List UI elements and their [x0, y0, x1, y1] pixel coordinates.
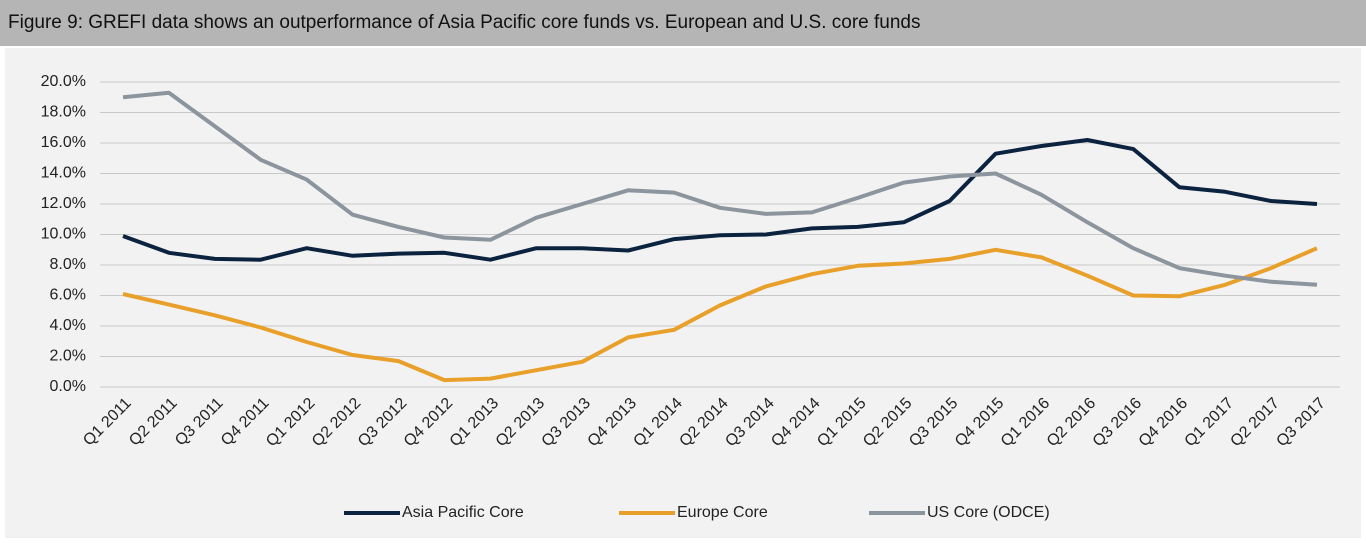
y-tick-label: 4.0%: [50, 317, 86, 334]
chart-background: [5, 48, 1361, 538]
chart-title: Figure 9: GREFI data shows an outperform…: [8, 12, 921, 33]
y-tick-label: 16.0%: [41, 134, 86, 151]
line: [122, 246, 1318, 383]
y-tick-label: 14.0%: [41, 165, 86, 182]
y-tick-label: 0.0%: [50, 378, 86, 395]
y-tick-label: 8.0%: [50, 256, 86, 273]
legend-label: Europe Core: [677, 504, 768, 521]
y-tick-label: 2.0%: [50, 348, 86, 365]
line: [122, 138, 1318, 262]
y-tick-label: 10.0%: [41, 226, 86, 243]
header: Figure 9: GREFI data shows an outperform…: [0, 0, 1366, 46]
legend-label: US Core (ODCE): [927, 504, 1050, 521]
y-tick-label: 12.0%: [41, 195, 86, 212]
line: [122, 90, 1318, 287]
chart: 0.0% 2.0% 4.0% 6.0% 8.0% 10.0% 12.0% 14.0% 16.0%…: [5, 48, 1361, 538]
y-tick-label: 18.0%: [41, 104, 86, 121]
y-tick-label: 6.0%: [50, 287, 86, 304]
legend-label: Asia Pacific Core: [402, 504, 524, 521]
y-tick-label: 20.0%: [41, 73, 86, 90]
